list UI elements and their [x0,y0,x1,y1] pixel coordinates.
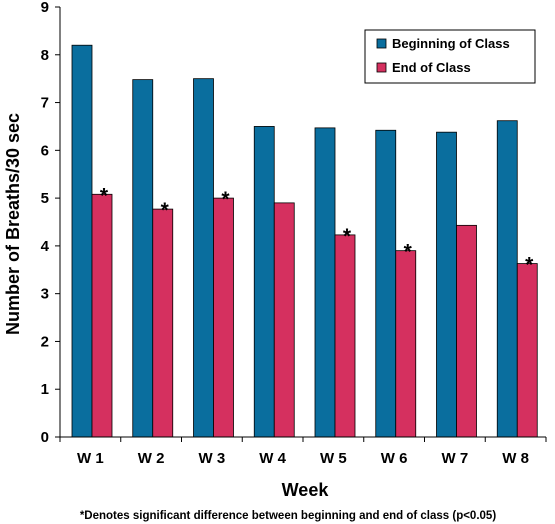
bar-end-7 [456,224,477,438]
bar-beginning-4 [253,126,275,438]
bar-end-1 [91,193,113,438]
bar-beginning-8 [496,120,518,438]
legend-label-beginning: Beginning of Class [392,36,510,51]
bar-beginning-5 [314,127,336,438]
x-axis-title: Week [282,480,330,500]
x-tick-label: W 6 [381,450,408,467]
legend-swatch-beginning [376,38,387,49]
significance-markers: * * * * * * [100,184,534,276]
legend: Beginning of Class End of Class [364,29,536,84]
x-tick-label: W 2 [138,450,165,467]
bar-end-3 [213,197,234,438]
y-tick-label: 5 [41,190,49,207]
y-tick-label: 2 [41,333,49,350]
x-tick-label: W 8 [502,450,529,467]
y-tick-label: 9 [41,0,49,16]
bar-beginning-3 [193,78,214,438]
y-tick-label: 0 [41,429,49,446]
x-axis: W 1 W 2 W 3 W 4 W 5 W 6 W 7 W 8 [59,436,547,467]
y-tick-label: 1 [41,381,49,398]
legend-box [364,29,536,84]
significance-star-3: * [221,188,230,211]
y-axis: 0 1 2 3 4 5 6 7 8 9 [41,0,61,446]
bar-end-6 [395,250,417,438]
bar-beginning-6 [375,129,397,438]
y-tick-label: 7 [41,95,49,112]
y-tick-label: 3 [41,286,49,303]
series-beginning-bars [71,44,518,438]
significance-star-1: * [100,184,109,207]
significance-star-6: * [404,241,413,264]
x-tick-label: W 1 [77,450,104,467]
bar-end-5 [334,234,356,438]
significance-star-5: * [343,225,352,248]
legend-label-end: End of Class [392,60,471,75]
x-tick-label: W 4 [259,450,286,467]
bar-beginning-2 [132,79,154,438]
y-tick-label: 8 [41,47,49,64]
bar-end-2 [152,208,174,438]
bar-beginning-7 [436,131,457,438]
legend-swatch-end [376,62,387,73]
bar-end-4 [273,202,295,438]
y-tick-label: 6 [41,142,49,159]
y-axis-title: Number of Breaths/30 sec [3,113,23,335]
x-tick-label: W 7 [442,450,469,467]
x-tick-label: W 3 [199,450,226,467]
significance-star-8: * [525,254,534,277]
bar-beginning-1 [71,44,93,438]
bar-end-8 [516,263,538,438]
x-tick-label: W 5 [320,450,347,467]
significance-star-2: * [161,199,170,222]
footnote: *Denotes significant difference between … [80,510,496,522]
y-tick-label: 4 [41,238,50,255]
